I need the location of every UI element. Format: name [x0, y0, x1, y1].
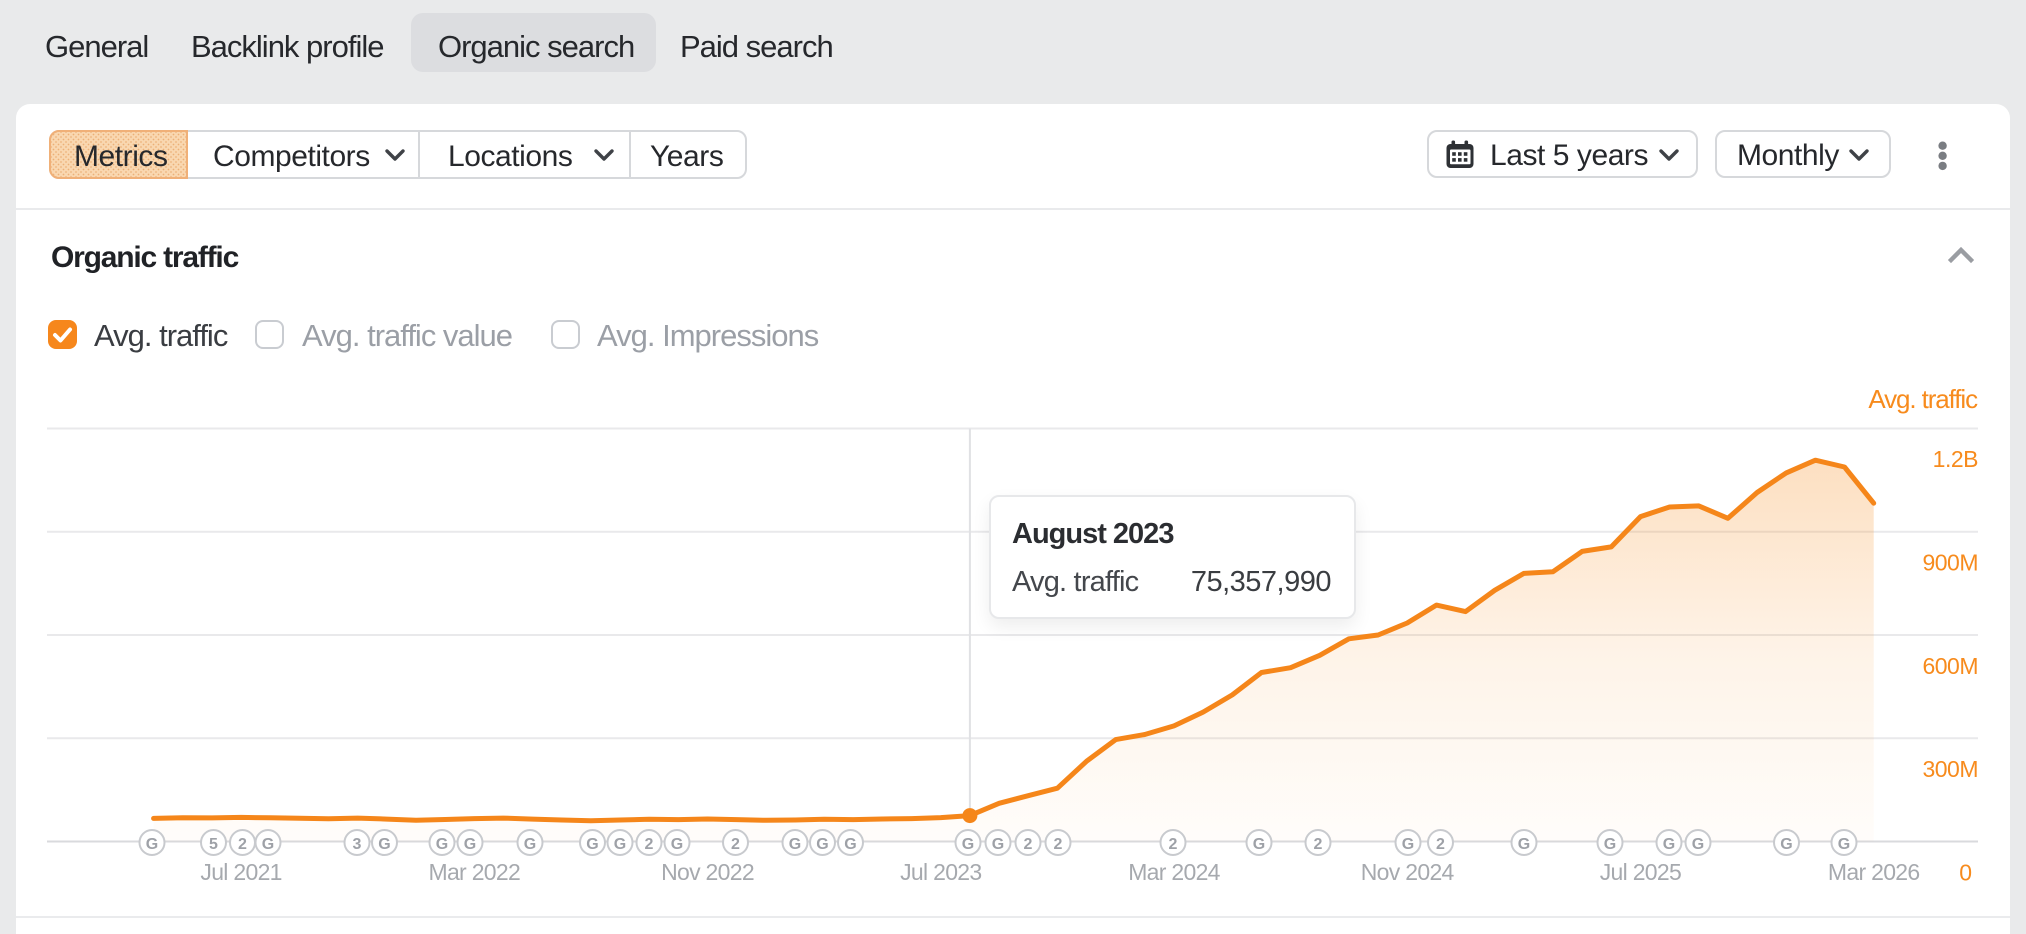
svg-text:2: 2 [1024, 836, 1033, 853]
svg-text:0: 0 [1959, 860, 1971, 886]
svg-text:2: 2 [731, 836, 740, 853]
svg-text:3: 3 [353, 836, 362, 853]
svg-text:Mar 2024: Mar 2024 [1128, 859, 1220, 885]
svg-text:2: 2 [645, 836, 654, 853]
svg-text:Mar 2022: Mar 2022 [429, 859, 521, 885]
svg-text:Nov 2022: Nov 2022 [661, 859, 754, 885]
svg-text:G: G [1780, 836, 1792, 853]
svg-text:600M: 600M [1922, 653, 1978, 679]
svg-text:2: 2 [1169, 836, 1178, 853]
svg-text:G: G [436, 836, 448, 853]
svg-text:G: G [146, 836, 158, 853]
svg-text:G: G [789, 836, 801, 853]
svg-text:G: G [524, 836, 536, 853]
svg-text:Avg. traffic: Avg. traffic [1868, 384, 1978, 414]
svg-text:900M: 900M [1922, 550, 1978, 576]
svg-text:G: G [816, 836, 828, 853]
svg-text:G: G [262, 836, 274, 853]
svg-text:5: 5 [209, 836, 218, 853]
svg-text:2: 2 [1436, 836, 1445, 853]
svg-text:2: 2 [1054, 836, 1063, 853]
svg-text:G: G [1518, 836, 1530, 853]
svg-text:G: G [1253, 836, 1265, 853]
svg-text:G: G [992, 836, 1004, 853]
svg-text:G: G [671, 836, 683, 853]
svg-text:G: G [1692, 836, 1704, 853]
svg-text:G: G [1604, 836, 1616, 853]
svg-text:Mar 2026: Mar 2026 [1828, 859, 1920, 885]
svg-text:G: G [844, 836, 856, 853]
svg-text:300M: 300M [1922, 756, 1978, 782]
svg-text:G: G [378, 836, 390, 853]
svg-text:G: G [464, 836, 476, 853]
svg-text:2: 2 [1314, 836, 1323, 853]
svg-text:G: G [614, 836, 626, 853]
svg-text:G: G [1663, 836, 1675, 853]
svg-text:Jul 2023: Jul 2023 [900, 859, 981, 885]
svg-text:G: G [1402, 836, 1414, 853]
svg-text:G: G [1838, 836, 1850, 853]
svg-text:G: G [586, 836, 598, 853]
svg-text:Jul 2021: Jul 2021 [200, 859, 281, 885]
svg-text:2: 2 [238, 836, 247, 853]
svg-text:Jul 2025: Jul 2025 [1600, 859, 1681, 885]
svg-text:Nov 2024: Nov 2024 [1361, 859, 1455, 885]
svg-text:G: G [962, 836, 974, 853]
svg-text:1.2B: 1.2B [1933, 446, 1978, 472]
